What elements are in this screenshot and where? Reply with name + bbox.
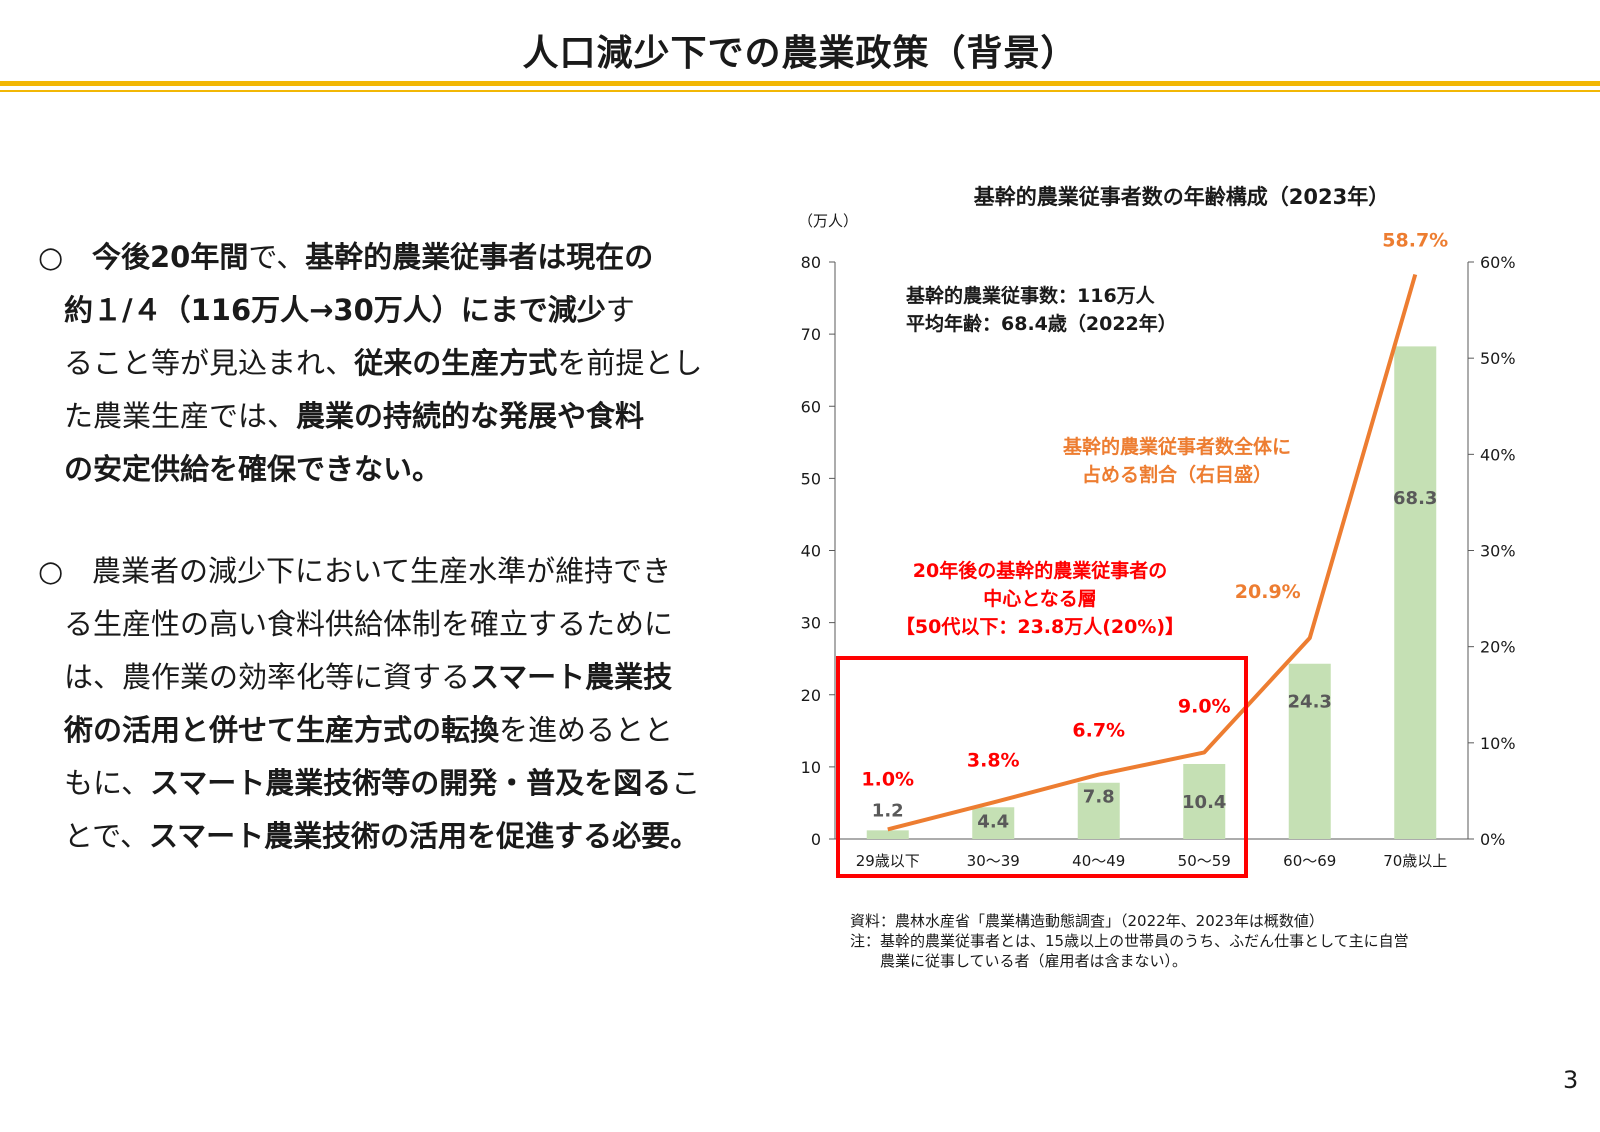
x-tick-label: 40～49 [1072, 852, 1125, 870]
line-value-label: 20.9% [1235, 581, 1301, 603]
text: で、 [248, 240, 306, 274]
bullet-circle: ○ [38, 554, 64, 588]
bold-text: スマート農業技 [470, 660, 673, 694]
text: もに、 [64, 766, 151, 800]
paragraph-1-line-4: た農業生産では、農業の持続的な発展や食料 [38, 390, 738, 443]
y2-tick-label: 30% [1480, 542, 1516, 561]
text: とで、 [64, 819, 149, 853]
page-number: 3 [1563, 1066, 1579, 1094]
highlight-text-2: 中心となる層 [983, 587, 1096, 610]
chart-title: 基幹的農業従事者数の年齢構成（2023年） [974, 185, 1389, 209]
bold-text: スマート農業技術の活用を促進する必要。 [148, 819, 700, 853]
y2-tick-label: 50% [1480, 349, 1516, 368]
share-line [887, 273, 1418, 832]
x-tick-label: 50～59 [1178, 852, 1231, 870]
y-axis-unit-label: （万人） [798, 212, 858, 230]
source-note: 資料：農林水産省「農業構造動態調査」（2022年、2023年は概数値） 注：基幹… [850, 911, 1409, 971]
paragraph-2-line-4: 術の活用と併せて生産方式の転換を進めるとと [38, 704, 738, 757]
paragraph-2-line-5: もに、スマート農業技術等の開発・普及を図るこ [38, 757, 738, 810]
highlight-text-1: 20年後の基幹的農業従事者の [913, 559, 1167, 582]
x-tick-label: 70歳以上 [1383, 852, 1447, 870]
paragraph-2-line-1-text: 農業者の減少下において生産水準が維持でき [92, 554, 671, 588]
x-tick-label: 60～69 [1283, 852, 1336, 870]
bar [1077, 782, 1120, 839]
y-tick-label: 0 [811, 830, 821, 849]
paragraph-2-line-1: ○ 農業者の減少下において生産水準が維持でき [38, 545, 738, 598]
bold-text: 今後20年間 [92, 240, 249, 274]
y-tick-label: 70 [801, 325, 821, 344]
text: こ [671, 766, 701, 800]
paragraph-1-line-1-text: 今後20年間で、基幹的農業従事者は現在の [92, 240, 653, 274]
y-tick-label: 30 [801, 614, 821, 633]
source-line-1: 資料：農林水産省「農業構造動態調査」（2022年、2023年は概数値） [850, 912, 1324, 930]
line-value-label: 6.7% [1072, 720, 1125, 742]
paragraph-2-line-3: は、農作業の効率化等に資するスマート農業技 [38, 651, 738, 704]
paragraph-1-line-5: の安定供給を確保できない。 [38, 443, 738, 496]
summary-count-text: 基幹的農業従事数：116万人 [905, 284, 1156, 307]
paragraph-2-line-6: とで、スマート農業技術の活用を促進する必要。 [38, 810, 738, 863]
y-tick-label: 40 [801, 542, 821, 561]
highlight-box [836, 656, 1248, 878]
paragraph-2-line-2: る生産性の高い食料供給体制を確立するために [38, 598, 738, 651]
text: す [605, 293, 635, 327]
bold-text: スマート農業技術等の開発・普及を図る [150, 766, 672, 800]
y-tick-label: 60 [801, 397, 821, 416]
bar [866, 830, 909, 839]
y-tick-label: 50 [801, 469, 821, 488]
y-tick-label: 80 [801, 253, 821, 272]
bar-value-label: 24.3 [1288, 692, 1332, 713]
bar-value-label: 7.8 [1083, 787, 1115, 808]
bar [1183, 763, 1226, 839]
line-value-label: 58.7% [1382, 230, 1448, 252]
bar [1394, 346, 1437, 839]
y2-tick-label: 20% [1480, 638, 1516, 657]
bar [972, 807, 1015, 839]
x-tick-label: 29歳以下 [856, 852, 920, 870]
paragraph-1-line-2: 約１/４（116万人→30万人）にまで減少す [38, 284, 738, 337]
page-title: 人口減少下での農業政策（背景） [522, 33, 1078, 74]
line-legend-text-1: 基幹的農業従事者数全体に [1062, 435, 1291, 458]
y-tick-label: 20 [801, 686, 821, 705]
y2-tick-label: 0% [1480, 830, 1505, 849]
source-line-3: 農業に従事している者（雇用者は含まない）。 [850, 952, 1188, 970]
y2-tick-label: 10% [1480, 734, 1516, 753]
bold-text: 従来の生産方式 [354, 346, 558, 380]
y-tick-label: 10 [801, 758, 821, 777]
text: た農業生産では、 [64, 399, 297, 433]
text: を進めるとと [499, 713, 674, 747]
bullet-circle: ○ [38, 240, 64, 274]
line-value-label: 1.0% [861, 768, 914, 790]
y2-tick-label: 40% [1480, 445, 1516, 464]
bar-value-label: 4.4 [977, 811, 1009, 832]
text: ること等が見込まれ、 [64, 346, 355, 380]
x-tick-label: 30～39 [967, 852, 1020, 870]
bar-value-label: 68.3 [1393, 488, 1437, 509]
bold-text: 農業の持続的な発展や食料 [296, 399, 645, 433]
text: を前提とし [557, 346, 703, 380]
bold-text: 術の活用と併せて生産方式の転換 [64, 713, 500, 747]
source-line-2: 注：基幹的農業従事者とは、15歳以上の世帯員のうち、ふだん仕事として主に自営 [850, 932, 1409, 950]
paragraph-1-line-1: ○ 今後20年間で、基幹的農業従事者は現在の [38, 231, 738, 284]
paragraph-2: ○ 農業者の減少下において生産水準が維持でき る生産性の高い食料供給体制を確立する… [38, 545, 738, 863]
line-value-label: 9.0% [1178, 695, 1231, 717]
text: 農業者の減少下において生産水準が維持でき [92, 554, 672, 588]
title-rule-thin [0, 90, 1600, 92]
highlight-text-3: 【50代以下：23.8万人(20%)】 [896, 615, 1184, 638]
paragraph-1: ○ 今後20年間で、基幹的農業従事者は現在の 約１/４（116万人→30万人）にま… [38, 231, 738, 496]
bar [1288, 663, 1331, 839]
bold-text: 基幹的農業従事者は現在の [305, 240, 654, 274]
text: る生産性の高い食料供給体制を確立するために [64, 607, 674, 641]
y2-tick-label: 60% [1480, 253, 1516, 272]
bar-value-label: 1.2 [872, 800, 904, 821]
bold-text: の安定供給を確保できない。 [64, 452, 442, 486]
line-legend-text-2: 占める割合（右目盛） [1082, 463, 1272, 486]
title-rule-thick [0, 81, 1600, 86]
paragraph-1-line-3: ること等が見込まれ、従来の生産方式を前提とし [38, 337, 738, 390]
line-value-label: 3.8% [967, 749, 1020, 771]
text: は、農作業の効率化等に資する [64, 660, 471, 694]
summary-age-text: 平均年齢：68.4歳（2022年） [906, 312, 1177, 335]
bar-value-label: 10.4 [1182, 792, 1226, 813]
bold-text: 約１/４（116万人→30万人）にまで減少 [64, 293, 606, 327]
